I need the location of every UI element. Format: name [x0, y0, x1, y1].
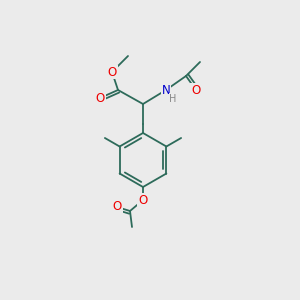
Text: O: O [191, 83, 201, 97]
Text: O: O [112, 200, 122, 214]
Text: N: N [162, 83, 170, 97]
Text: O: O [138, 194, 148, 206]
Text: O: O [95, 92, 105, 104]
Text: H: H [169, 94, 177, 104]
Text: O: O [107, 65, 117, 79]
